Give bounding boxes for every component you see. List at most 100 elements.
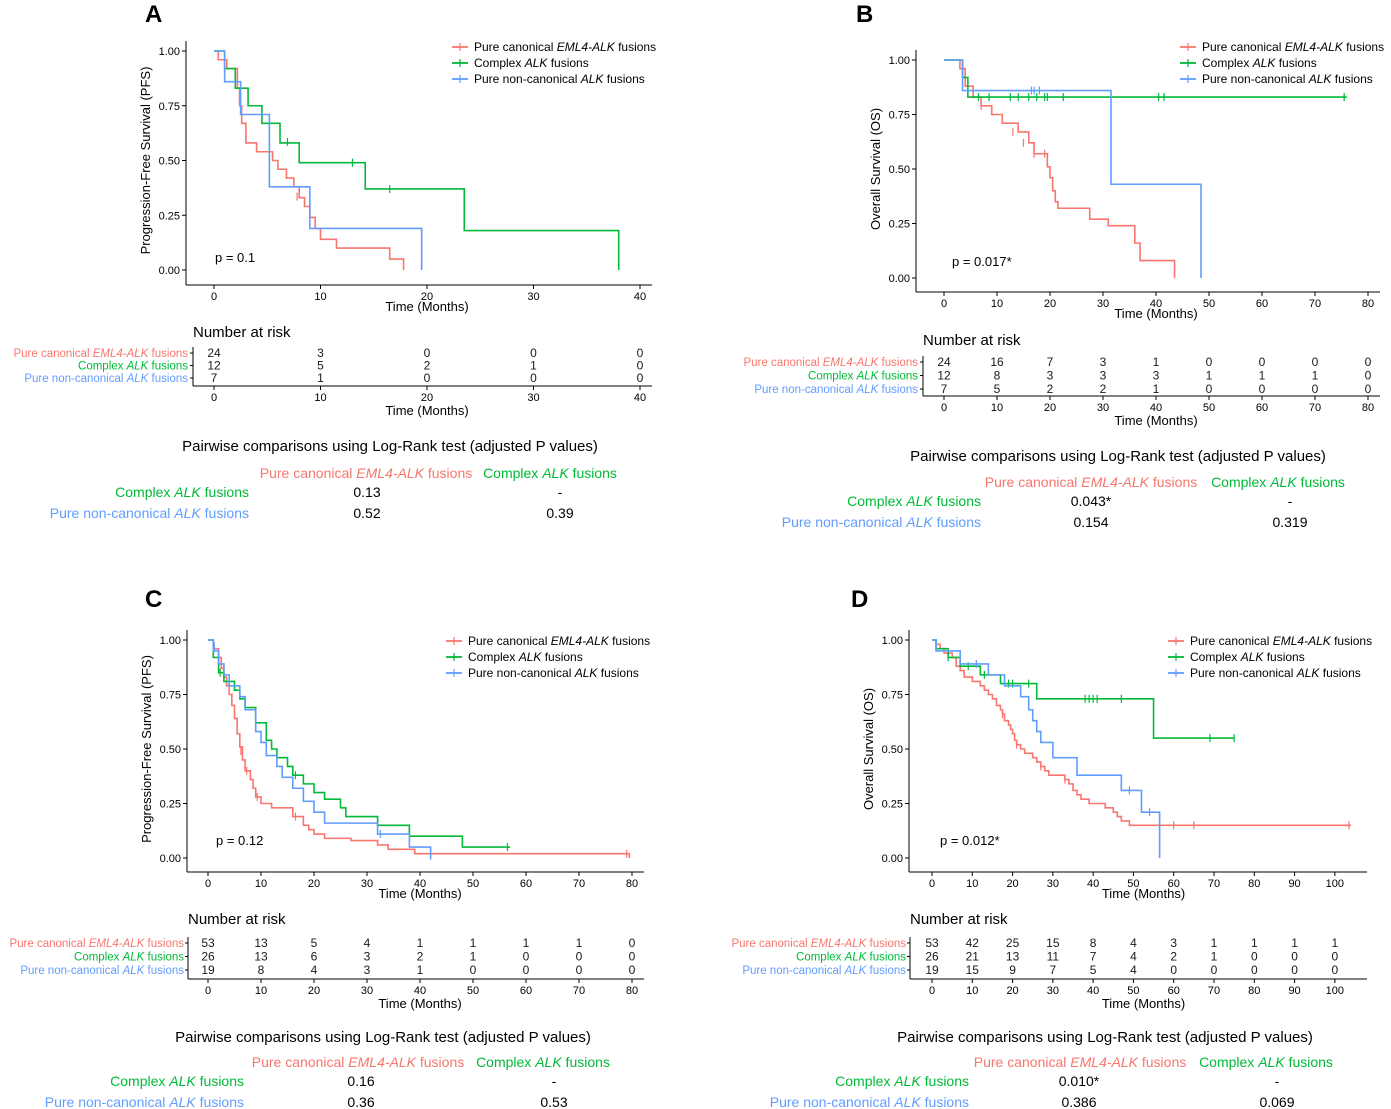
risk-x-tick-label: 30: [527, 392, 539, 404]
risk-value: 0: [637, 359, 644, 373]
risk-value: 8: [258, 963, 265, 977]
pairwise-value: 0.043*: [1071, 493, 1112, 509]
risk-value: 0: [1291, 950, 1298, 964]
risk-table-title: Number at risk: [923, 332, 1021, 349]
risk-value: 0: [1365, 369, 1372, 383]
pairwise-value: -: [558, 484, 563, 500]
y-tick-label: 0.75: [882, 690, 903, 702]
pairwise-value: 0.386: [1061, 1094, 1096, 1109]
risk-value: 5: [994, 382, 1001, 396]
risk-value: 1: [1153, 382, 1160, 396]
risk-value: 19: [201, 963, 215, 977]
x-tick-label: 40: [414, 878, 426, 890]
risk-value: 0: [424, 346, 431, 360]
risk-value: 24: [937, 355, 951, 369]
pairwise-row-label-complex: Complex ALK fusions: [847, 493, 981, 509]
risk-value: 2: [1047, 382, 1054, 396]
pairwise-value: 0.319: [1272, 514, 1307, 530]
x-tick-label: 40: [1087, 878, 1099, 890]
pairwise-value: 0.52: [353, 505, 380, 521]
risk-value: 1: [1259, 369, 1266, 383]
x-tick-label: 30: [1097, 298, 1109, 310]
risk-value: 0: [530, 371, 537, 385]
risk-row-label-complex: Complex ALK fusions: [796, 952, 906, 964]
legend-label-noncanonical: Pure non-canonical ALK fusions: [1190, 666, 1361, 680]
y-tick-label: 0.75: [159, 101, 180, 113]
x-tick-label: 60: [520, 878, 532, 890]
x-tick-label: 0: [205, 878, 211, 890]
y-tick-label: 0.75: [160, 690, 181, 702]
risk-x-tick-label: 0: [929, 985, 935, 997]
km-curve-noncanonical: [944, 59, 1202, 278]
y-tick-label: 0.25: [889, 219, 910, 231]
risk-value: 1: [317, 371, 324, 385]
risk-value: 21: [966, 950, 980, 964]
risk-value: 1: [470, 950, 477, 964]
y-tick-label: 0.50: [159, 156, 180, 168]
y-tick-label: 0.00: [889, 273, 910, 285]
risk-x-tick-label: 80: [626, 985, 638, 997]
pairwise-value: -: [1275, 1073, 1280, 1089]
risk-x-tick-label: 40: [1087, 985, 1099, 997]
risk-x-tick-label: 50: [1127, 985, 1139, 997]
risk-value: 8: [994, 369, 1001, 383]
risk-value: 0: [1291, 963, 1298, 977]
pairwise-title: Pairwise comparisons using Log-Rank test…: [175, 1029, 591, 1046]
risk-value: 3: [1170, 936, 1177, 950]
km-chart-d: D0.000.250.500.751.000 10 20 30 40 50 60 70 80 90…: [731, 586, 1372, 1109]
y-tick-label: 0.50: [889, 164, 910, 176]
risk-value: 3: [1047, 369, 1054, 383]
risk-value: 0: [629, 963, 636, 977]
y-axis-title: Progression-Free Survival (PFS): [139, 655, 154, 843]
x-tick-label: 30: [1047, 878, 1059, 890]
risk-value: 26: [201, 950, 215, 964]
pairwise-value: 0.53: [540, 1094, 567, 1109]
risk-value: 3: [1153, 369, 1160, 383]
risk-x-tick-label: 10: [966, 985, 978, 997]
risk-x-tick-label: 70: [1208, 985, 1220, 997]
risk-x-tick-label: 10: [314, 392, 326, 404]
risk-x-tick-label: 30: [1097, 402, 1109, 414]
x-tick-label: 70: [1309, 298, 1321, 310]
risk-value: 3: [1100, 355, 1107, 369]
km-curve-noncanonical: [932, 639, 1161, 858]
risk-x-tick-label: 60: [1168, 985, 1180, 997]
risk-row-label-canonical: Pure canonical EML4-ALK fusions: [743, 357, 918, 369]
pairwise-header-canonical: Pure canonical EML4-ALK fusions: [974, 1054, 1186, 1070]
risk-value: 13: [254, 950, 268, 964]
risk-value: 0: [637, 371, 644, 385]
risk-value: 7: [1047, 355, 1054, 369]
x-tick-label: 10: [314, 291, 326, 303]
risk-x-tick-label: 10: [991, 402, 1003, 414]
km-curve-canonical: [214, 50, 405, 270]
risk-x-axis-title: Time (Months): [385, 403, 468, 418]
legend-label-complex: Complex ALK fusions: [1190, 650, 1305, 664]
y-tick-label: 0.00: [882, 853, 903, 865]
risk-value: 0: [629, 950, 636, 964]
risk-x-tick-label: 60: [520, 985, 532, 997]
x-tick-label: 0: [929, 878, 935, 890]
risk-table-title: Number at risk: [910, 911, 1008, 928]
y-tick-label: 1.00: [882, 635, 903, 647]
risk-value: 3: [364, 963, 371, 977]
x-axis-title: Time (Months): [385, 299, 468, 314]
x-tick-label: 50: [1127, 878, 1139, 890]
y-tick-label: 0.50: [882, 744, 903, 756]
risk-value: 11: [1047, 950, 1060, 964]
km-curve-noncanonical: [208, 639, 432, 858]
risk-value: 3: [1100, 369, 1107, 383]
risk-x-tick-label: 60: [1256, 402, 1268, 414]
risk-x-tick-label: 70: [1309, 402, 1321, 414]
risk-value: 3: [317, 346, 324, 360]
risk-value: 1: [1153, 355, 1160, 369]
risk-value: 7: [211, 371, 218, 385]
risk-value: 2: [424, 359, 431, 373]
risk-value: 4: [1130, 950, 1137, 964]
legend-label-canonical: Pure canonical EML4-ALK fusions: [474, 40, 656, 54]
x-tick-label: 10: [991, 298, 1003, 310]
legend-label-noncanonical: Pure non-canonical ALK fusions: [468, 666, 639, 680]
risk-value: 1: [523, 936, 530, 950]
risk-value: 0: [1332, 950, 1339, 964]
risk-value: 6: [311, 950, 318, 964]
